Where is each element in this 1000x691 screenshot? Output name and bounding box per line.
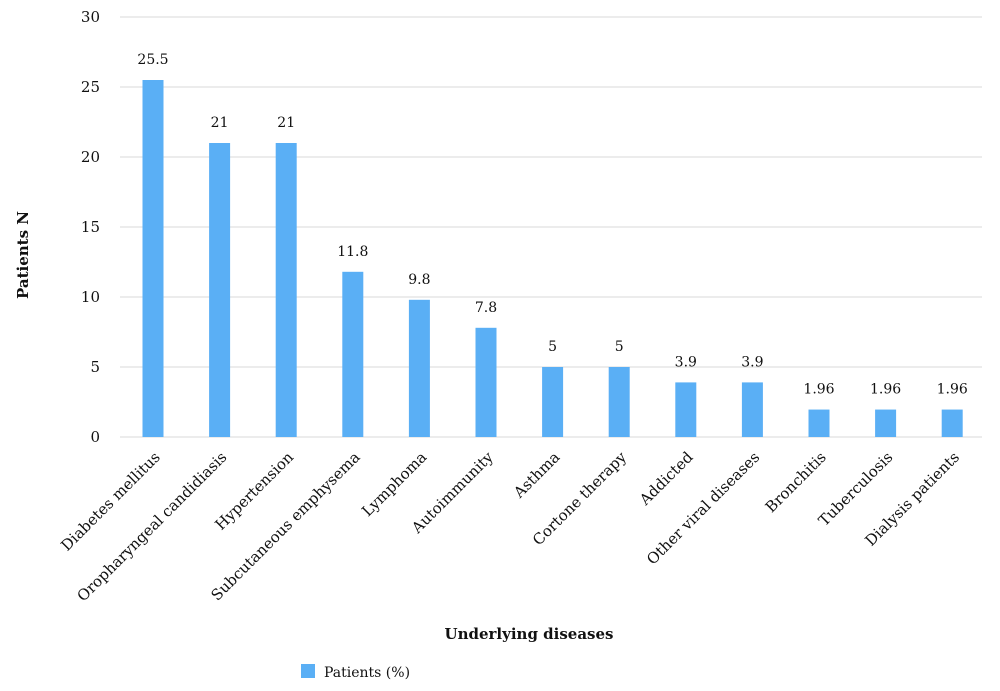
bars [142,80,963,437]
legend-label: Patients (%) [324,665,410,681]
data-label: 7.8 [475,300,497,316]
bar [142,80,164,437]
bar [808,409,830,437]
data-label: 21 [277,115,295,131]
data-label: 11.8 [337,244,368,260]
data-label: 25.5 [137,52,168,68]
y-axis-title: Patients N [14,211,32,299]
data-label: 3.9 [741,354,763,370]
bar [475,327,497,437]
bar [275,143,297,437]
bar [675,382,697,437]
x-tick-label: Asthma [509,448,563,502]
data-label: 9.8 [408,272,430,288]
data-labels: 25.5 21 21 11.8 9.8 7.8 5 5 3.9 3.9 1.96 1.96 1.96 [137,52,967,398]
bar [342,271,364,437]
y-tick-label: 15 [81,218,100,236]
x-tick-label: Addicted [635,448,697,510]
data-label: 5 [548,339,557,355]
y-tick-label: 5 [90,358,100,376]
x-tick-label: Other viral diseases [643,448,763,568]
y-tick-label: 30 [81,8,100,26]
data-label: 21 [211,115,229,131]
y-tick-label: 25 [81,78,100,96]
data-label: 5 [615,339,624,355]
bar [542,367,564,437]
bar [741,382,763,437]
bar [608,367,630,437]
x-axis-title: Underlying diseases [445,625,614,643]
data-label: 1.96 [803,382,834,398]
bar [875,409,897,437]
data-label: 1.96 [937,382,968,398]
y-tick-label: 0 [90,428,100,446]
bar [941,409,963,437]
gridlines [120,16,982,438]
x-tick-label: Lymphoma [358,448,430,520]
y-axis-ticks: 0 5 10 15 20 25 30 [81,8,100,446]
legend: Patients (%) [301,664,410,681]
data-label: 1.96 [870,382,901,398]
data-label: 3.9 [675,354,697,370]
y-tick-label: 10 [81,288,100,306]
y-tick-label: 20 [81,148,100,166]
bar [209,143,231,437]
x-tick-label: Bronchitis [762,448,830,516]
legend-swatch [301,664,315,678]
bar [408,299,430,437]
